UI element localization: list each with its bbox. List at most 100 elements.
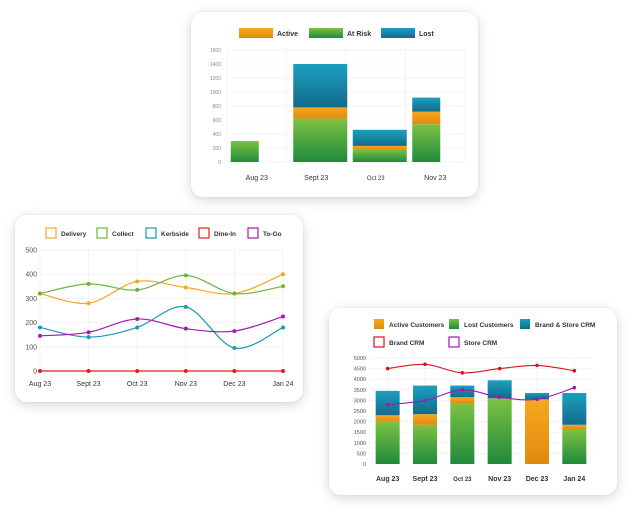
data-point xyxy=(135,316,140,321)
series-line-kerbside xyxy=(39,305,284,349)
y-tick-label: 1200 xyxy=(210,76,221,82)
bar-segment-at-risk xyxy=(230,141,259,162)
series-line-brand-crm xyxy=(387,363,575,374)
data-point xyxy=(497,395,502,400)
data-point xyxy=(281,325,285,330)
y-tick-label: 3500 xyxy=(354,388,366,394)
legend-label: To-Go xyxy=(263,231,282,238)
legend-swatch-lost xyxy=(381,28,415,38)
data-point xyxy=(86,330,91,335)
data-point xyxy=(232,369,237,373)
data-point xyxy=(86,369,91,373)
bar-segment-brand-store-crm xyxy=(562,392,587,425)
y-tick-label: 2000 xyxy=(354,420,366,426)
bar-segment-active-customers xyxy=(450,397,475,404)
legend-swatch-lost-customers xyxy=(449,319,459,329)
bar-segment-at-risk xyxy=(352,149,407,162)
data-point xyxy=(38,291,42,296)
legend-label: Lost xyxy=(419,31,434,38)
y-tick-label: 1600 xyxy=(210,48,221,54)
y-tick-label: 1000 xyxy=(210,90,221,96)
data-point xyxy=(183,326,188,331)
y-tick-label: 200 xyxy=(213,146,222,152)
y-tick-label: 0 xyxy=(33,369,37,376)
legend-swatch-to-go xyxy=(247,227,259,239)
data-point xyxy=(281,272,285,277)
y-tick-label: 4000 xyxy=(354,377,366,383)
series-line-to-go xyxy=(39,315,284,337)
x-tick-label: Jan 24 xyxy=(563,476,585,483)
y-tick-label: 200 xyxy=(25,320,37,327)
legend-swatch-store-crm xyxy=(448,336,460,348)
bar-segment-lost-customers xyxy=(413,424,437,464)
y-tick-label: 500 xyxy=(25,248,37,255)
legend-swatch-active xyxy=(239,28,273,38)
x-tick-label: Aug 23 xyxy=(246,175,268,182)
data-point xyxy=(86,301,91,306)
data-point xyxy=(423,362,427,367)
data-point xyxy=(232,346,237,351)
bar-segment-brand-store-crm xyxy=(487,380,512,399)
x-tick-label: Oct 23 xyxy=(453,477,472,483)
y-tick-label: 1500 xyxy=(354,430,366,436)
bar-segment-active xyxy=(352,145,407,150)
bar-segment-active-customers xyxy=(413,414,437,425)
y-tick-label: 300 xyxy=(25,296,37,303)
y-tick-label: 3000 xyxy=(354,398,366,404)
y-tick-label: 5000 xyxy=(354,356,366,362)
x-tick-label: Sept 23 xyxy=(304,175,328,182)
chart-card-crm: Active Customers Lost Customers Brand & St… xyxy=(329,308,617,495)
data-point xyxy=(535,397,539,402)
bar-segment-brand-store-crm xyxy=(525,392,549,400)
chart-card-customer-status: Active At Risk Lost 0 200 400 600 800 1000 1200 14… xyxy=(191,12,478,197)
x-tick-label: Sept 23 xyxy=(77,381,101,388)
bar-segment-at-risk xyxy=(293,118,348,162)
x-tick-label: Aug 23 xyxy=(29,381,51,388)
bar-segment-active xyxy=(412,111,441,125)
line-chart: Delivery Collect Kerbside Dine-In To-Go 0 100 2… xyxy=(25,227,294,388)
data-point xyxy=(135,369,140,373)
y-tick-label: 1400 xyxy=(210,62,221,68)
bar-segment-lost xyxy=(412,97,441,112)
data-point xyxy=(86,335,91,340)
x-tick-label: Sept 23 xyxy=(413,476,438,483)
x-tick-label: Dec 23 xyxy=(526,476,549,483)
y-tick-label: 600 xyxy=(213,118,222,124)
legend-label: Lost Customers xyxy=(464,322,514,329)
bar-segment-at-risk xyxy=(412,124,441,162)
legend-label: Brand CRM xyxy=(389,340,424,347)
y-tick-label: 100 xyxy=(25,344,37,351)
legend-label: Brand & Store CRM xyxy=(535,322,595,329)
data-point xyxy=(572,385,577,390)
data-point xyxy=(385,366,390,371)
data-point xyxy=(281,314,285,319)
data-point xyxy=(460,388,465,392)
series-line-collect xyxy=(39,274,284,295)
legend-swatch-kerbside xyxy=(145,227,157,239)
data-point xyxy=(497,366,502,371)
data-point xyxy=(385,402,390,407)
data-point xyxy=(183,304,188,309)
bar-segment-lost xyxy=(352,129,407,146)
data-point xyxy=(38,333,42,338)
y-tick-label: 1000 xyxy=(354,441,366,447)
bar-segment-active-customers xyxy=(375,415,400,422)
y-tick-label: 2500 xyxy=(354,409,366,415)
chart-card-channels: Delivery Collect Kerbside Dine-In To-Go 0 100 2… xyxy=(15,215,303,402)
x-tick-label: Nov 23 xyxy=(424,175,446,182)
x-tick-label: Jan 24 xyxy=(272,381,293,388)
bar-segment-lost-customers xyxy=(450,403,475,464)
y-tick-label: 500 xyxy=(357,451,366,457)
x-tick-label: Nov 23 xyxy=(175,381,197,388)
legend-swatch-dine-in xyxy=(198,227,210,239)
legend-swatch-at-risk xyxy=(309,28,343,38)
x-tick-label: Oct 23 xyxy=(127,381,148,388)
legend-swatch-brand-store-crm xyxy=(520,319,530,329)
data-point xyxy=(232,329,237,334)
data-point xyxy=(86,281,91,286)
data-point xyxy=(135,287,140,292)
legend-label: Active xyxy=(277,31,298,38)
data-point xyxy=(183,273,188,278)
data-point xyxy=(535,363,539,368)
x-tick-label: Dec 23 xyxy=(223,381,245,388)
